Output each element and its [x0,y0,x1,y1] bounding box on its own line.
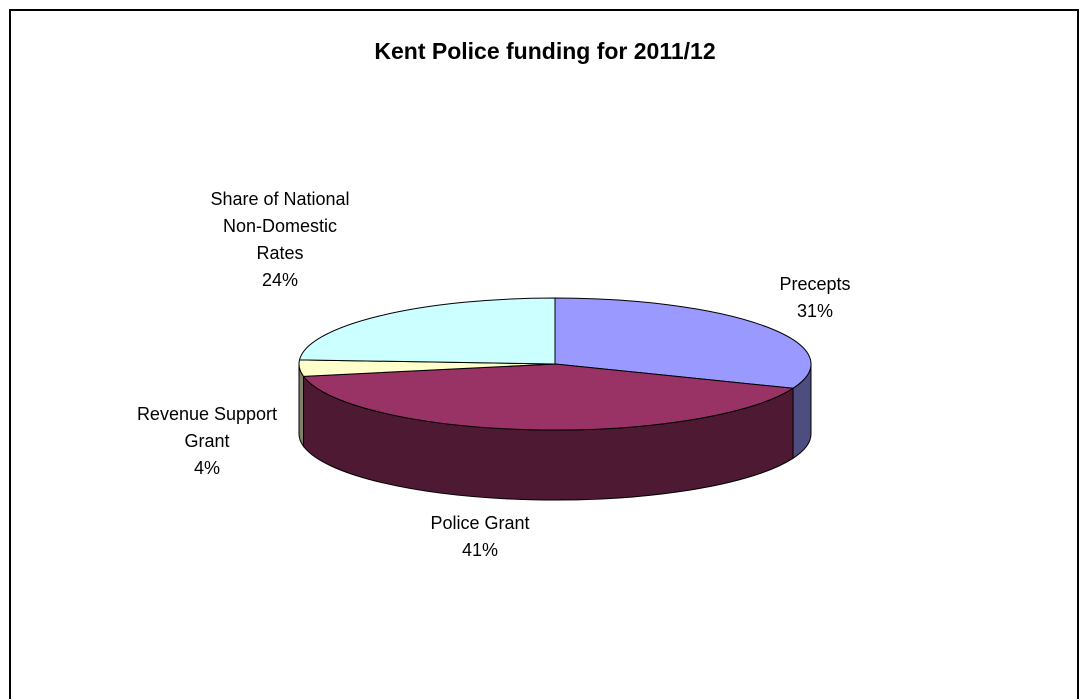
slice-label-nndr: Share of National Non-Domestic Rates 24% [170,186,390,294]
slice-label-nndr-line1: Share of National [210,189,350,209]
slice-label-nndr-line2: Non-Domestic [222,216,338,236]
slice-label-revenue-support-grant: Revenue Support Grant 4% [102,401,312,482]
slice-label-precepts-name: Precepts [779,274,851,294]
slice-label-revenue-support-grant-line1: Revenue Support [136,404,278,424]
slice-label-precepts-pct: 31% [796,301,834,321]
slice-label-revenue-support-grant-line2: Grant [184,431,230,451]
slice-label-police-grant-pct: 41% [461,540,499,560]
slice-label-precepts: Precepts 31% [740,271,890,325]
slice-label-nndr-pct: 24% [261,270,299,290]
slice-label-police-grant: Police Grant 41% [380,510,580,564]
slice-label-revenue-support-grant-pct: 4% [193,458,220,478]
slice-label-nndr-line3: Rates [256,243,304,263]
pie-slice-nndr [299,297,556,365]
chart-title: Kent Police funding for 2011/12 [374,38,716,64]
pie-slice-precepts [554,297,812,389]
pie-slice-police-grant [303,363,794,431]
pie-slices [298,297,812,431]
slice-label-police-grant-name: Police Grant [430,513,530,533]
